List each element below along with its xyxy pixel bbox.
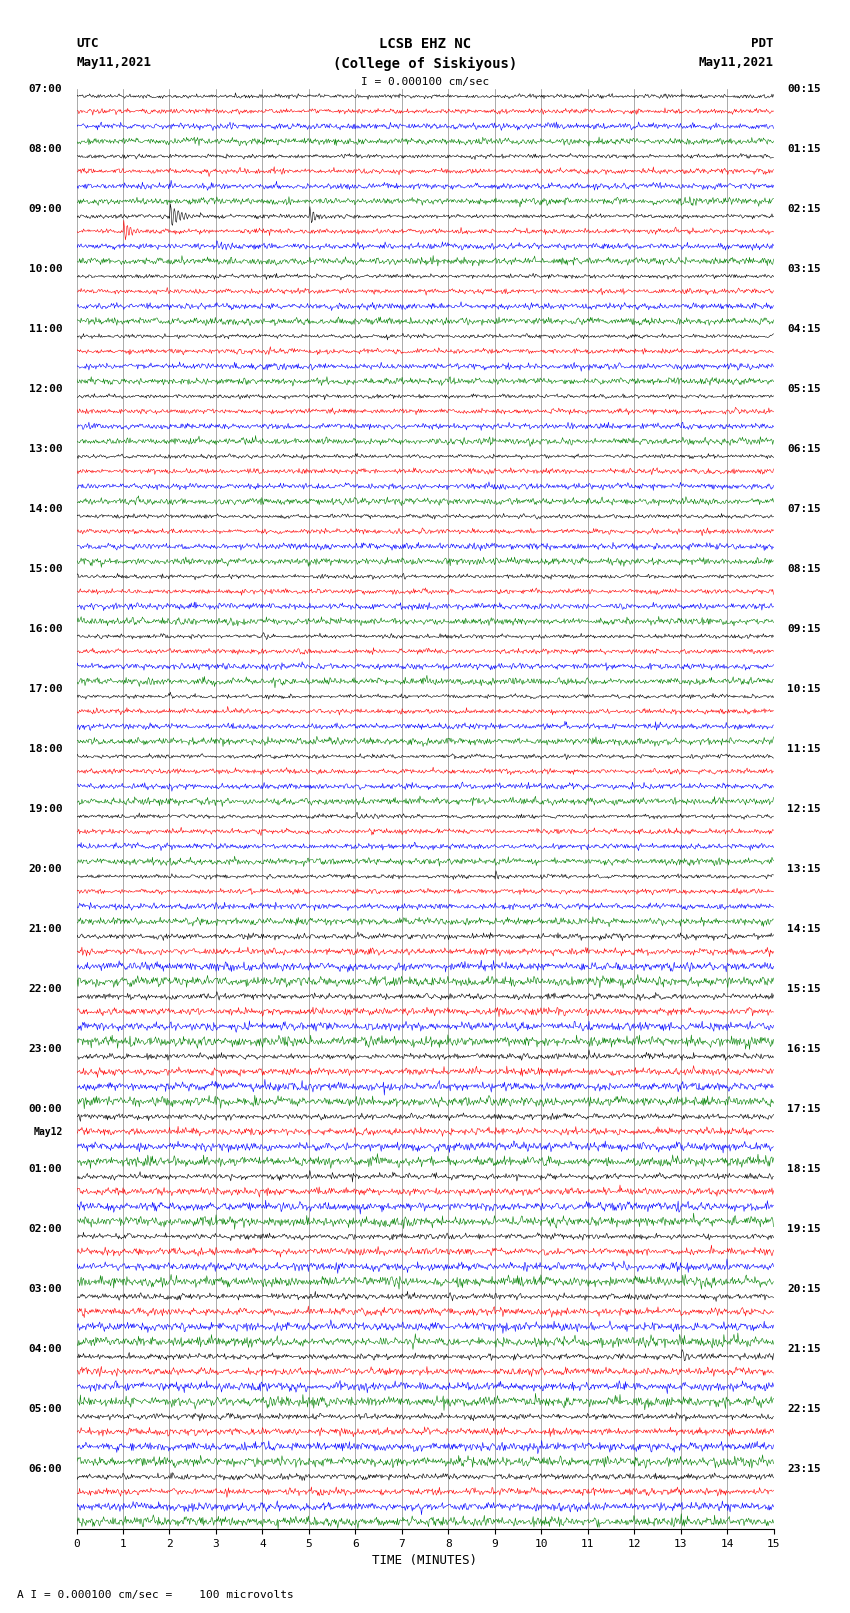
- Text: 21:15: 21:15: [787, 1344, 821, 1353]
- Text: 14:00: 14:00: [29, 503, 63, 515]
- Text: 01:15: 01:15: [787, 144, 821, 153]
- Text: 05:00: 05:00: [29, 1403, 63, 1415]
- Text: 00:00: 00:00: [29, 1103, 63, 1115]
- Text: 09:00: 09:00: [29, 203, 63, 215]
- Text: 09:15: 09:15: [787, 624, 821, 634]
- Text: 08:00: 08:00: [29, 144, 63, 153]
- Text: 20:15: 20:15: [787, 1284, 821, 1294]
- Text: 15:00: 15:00: [29, 565, 63, 574]
- Text: 19:00: 19:00: [29, 803, 63, 815]
- Text: A I = 0.000100 cm/sec =    100 microvolts: A I = 0.000100 cm/sec = 100 microvolts: [17, 1590, 294, 1600]
- Text: 12:15: 12:15: [787, 803, 821, 815]
- Text: 23:15: 23:15: [787, 1465, 821, 1474]
- Text: 02:00: 02:00: [29, 1224, 63, 1234]
- Text: PDT: PDT: [751, 37, 774, 50]
- Text: 17:00: 17:00: [29, 684, 63, 694]
- Text: May11,2021: May11,2021: [699, 56, 774, 69]
- Text: I = 0.000100 cm/sec: I = 0.000100 cm/sec: [361, 77, 489, 87]
- Text: 22:00: 22:00: [29, 984, 63, 994]
- Text: 18:15: 18:15: [787, 1165, 821, 1174]
- Text: 23:00: 23:00: [29, 1044, 63, 1053]
- Text: 10:15: 10:15: [787, 684, 821, 694]
- Text: 11:00: 11:00: [29, 324, 63, 334]
- Text: 00:15: 00:15: [787, 84, 821, 94]
- Text: 18:00: 18:00: [29, 744, 63, 753]
- Text: 01:00: 01:00: [29, 1165, 63, 1174]
- Text: 06:15: 06:15: [787, 444, 821, 453]
- Text: 17:15: 17:15: [787, 1103, 821, 1115]
- Text: 07:15: 07:15: [787, 503, 821, 515]
- Text: LCSB EHZ NC: LCSB EHZ NC: [379, 37, 471, 52]
- Text: 15:15: 15:15: [787, 984, 821, 994]
- Text: 16:00: 16:00: [29, 624, 63, 634]
- Text: UTC: UTC: [76, 37, 99, 50]
- Text: 13:00: 13:00: [29, 444, 63, 453]
- Text: 19:15: 19:15: [787, 1224, 821, 1234]
- Text: 03:00: 03:00: [29, 1284, 63, 1294]
- Text: 11:15: 11:15: [787, 744, 821, 753]
- Text: 07:00: 07:00: [29, 84, 63, 94]
- Text: 16:15: 16:15: [787, 1044, 821, 1053]
- Text: 05:15: 05:15: [787, 384, 821, 394]
- Text: 20:00: 20:00: [29, 865, 63, 874]
- Text: 12:00: 12:00: [29, 384, 63, 394]
- Text: 22:15: 22:15: [787, 1403, 821, 1415]
- Text: 10:00: 10:00: [29, 265, 63, 274]
- Text: May11,2021: May11,2021: [76, 56, 151, 69]
- Text: 13:15: 13:15: [787, 865, 821, 874]
- X-axis label: TIME (MINUTES): TIME (MINUTES): [372, 1555, 478, 1568]
- Text: 08:15: 08:15: [787, 565, 821, 574]
- Text: (College of Siskiyous): (College of Siskiyous): [333, 56, 517, 71]
- Text: 06:00: 06:00: [29, 1465, 63, 1474]
- Text: 21:00: 21:00: [29, 924, 63, 934]
- Text: May12: May12: [33, 1126, 63, 1137]
- Text: 04:15: 04:15: [787, 324, 821, 334]
- Text: 14:15: 14:15: [787, 924, 821, 934]
- Text: 03:15: 03:15: [787, 265, 821, 274]
- Text: 04:00: 04:00: [29, 1344, 63, 1353]
- Text: 02:15: 02:15: [787, 203, 821, 215]
